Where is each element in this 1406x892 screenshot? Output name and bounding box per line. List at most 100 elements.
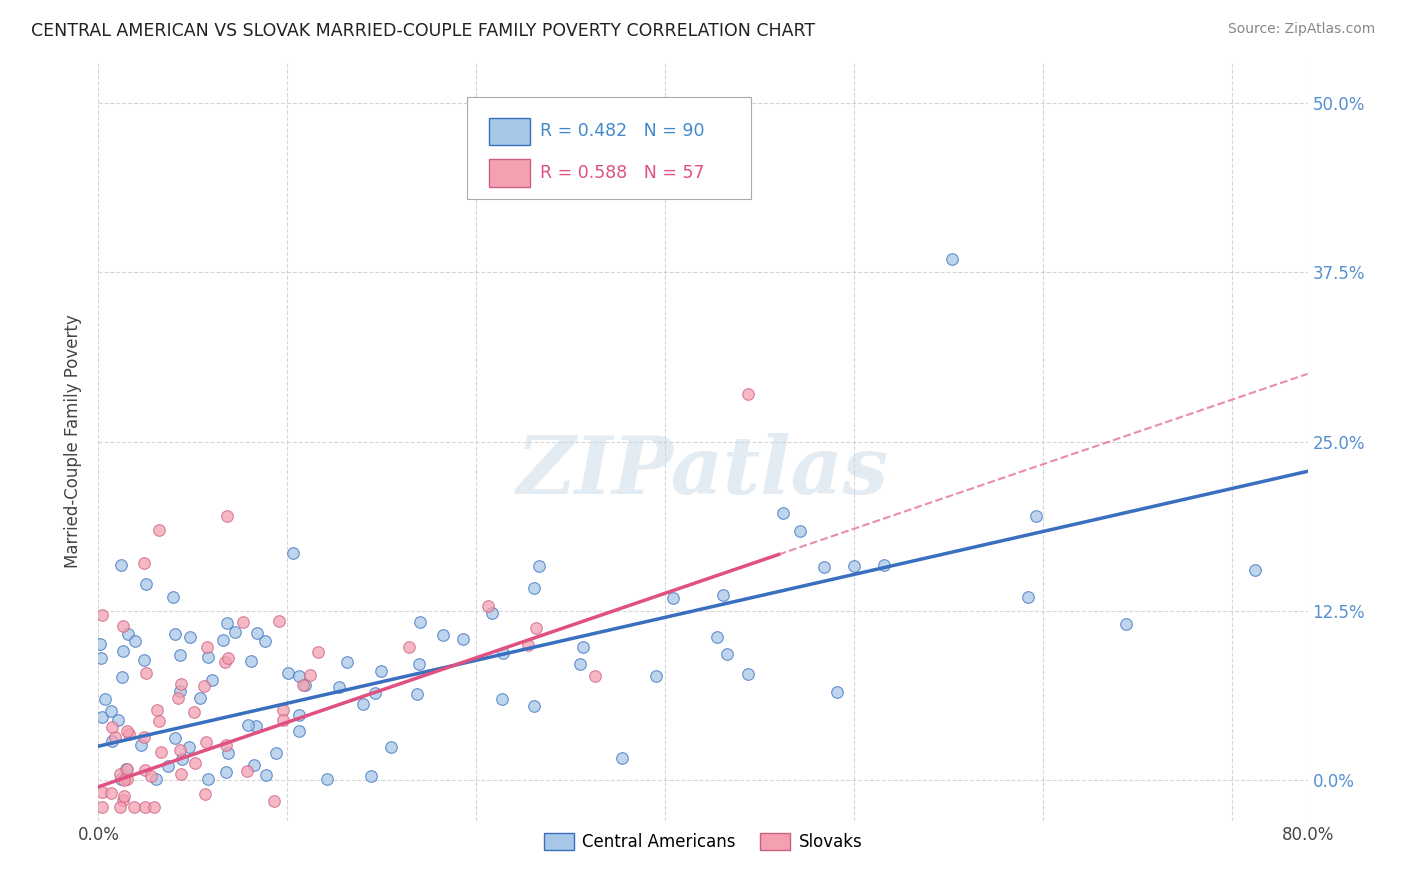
Point (360, 769, 382, 783)
Point (100, 704, 122, 718)
Point (122, 800, 145, 814)
Point (491, 692, 513, 706)
FancyBboxPatch shape (489, 118, 530, 145)
Point (294, 678, 316, 692)
Point (194, 735, 217, 749)
Point (215, 615, 238, 630)
Point (941, 252, 963, 266)
Point (352, 697, 374, 711)
Point (364, 686, 387, 700)
Point (132, 730, 155, 744)
Point (1024, 508, 1046, 523)
Point (134, 800, 156, 814)
Point (263, 794, 285, 808)
Point (101, 734, 124, 748)
Point (201, 673, 224, 688)
Text: R = 0.588   N = 57: R = 0.588 N = 57 (540, 164, 704, 182)
Point (288, 669, 311, 683)
Point (451, 632, 474, 646)
Point (111, 670, 134, 684)
Point (169, 684, 191, 698)
Point (112, 618, 135, 632)
Point (661, 591, 683, 605)
Point (246, 626, 269, 640)
Point (516, 638, 538, 652)
Point (143, 800, 166, 814)
Point (1115, 617, 1137, 632)
Point (169, 742, 191, 756)
Point (232, 615, 254, 629)
Point (772, 506, 794, 520)
Point (711, 588, 734, 602)
Point (264, 746, 287, 760)
Point (197, 772, 219, 786)
Point (91, 800, 114, 814)
Point (139, 769, 162, 783)
Point (115, 762, 138, 776)
Point (737, 387, 759, 401)
Text: CENTRAL AMERICAN VS SLOVAK MARRIED-COUPLE FAMILY POVERTY CORRELATION CHART: CENTRAL AMERICAN VS SLOVAK MARRIED-COUPL… (31, 22, 815, 40)
Point (370, 664, 392, 678)
Point (706, 630, 728, 644)
Point (405, 687, 427, 701)
Text: R = 0.482   N = 90: R = 0.482 N = 90 (540, 122, 704, 140)
Point (169, 648, 191, 663)
Point (89, 637, 111, 651)
Point (118, 727, 141, 741)
Point (215, 508, 238, 523)
Point (267, 614, 290, 628)
Point (163, 627, 186, 641)
Text: Source: ZipAtlas.com: Source: ZipAtlas.com (1227, 22, 1375, 37)
Point (188, 690, 211, 705)
Point (291, 678, 314, 692)
Point (432, 627, 454, 641)
Point (245, 719, 267, 733)
Point (271, 703, 294, 717)
Point (408, 657, 430, 672)
Point (111, 644, 134, 658)
Point (110, 800, 132, 814)
Point (101, 720, 124, 734)
Point (825, 685, 848, 699)
Point (217, 651, 239, 665)
Point (115, 772, 138, 787)
Point (408, 615, 430, 629)
Point (716, 647, 738, 661)
Point (524, 621, 547, 635)
Point (523, 699, 546, 714)
Point (789, 524, 811, 538)
Point (1243, 563, 1265, 577)
Point (117, 627, 139, 641)
FancyBboxPatch shape (489, 160, 530, 186)
Point (112, 789, 135, 803)
Point (240, 654, 263, 668)
Point (1017, 591, 1039, 605)
Point (177, 739, 200, 754)
Point (569, 657, 592, 672)
Point (243, 757, 266, 772)
Point (315, 772, 337, 786)
Point (873, 558, 896, 572)
Point (172, 752, 194, 766)
Point (94, 692, 117, 706)
Point (167, 690, 190, 705)
Point (115, 762, 138, 776)
Point (184, 756, 207, 771)
Legend: Central Americans, Slovaks: Central Americans, Slovaks (537, 826, 869, 858)
Point (134, 763, 156, 777)
Y-axis label: Married-Couple Family Poverty: Married-Couple Family Poverty (65, 315, 83, 568)
Point (277, 665, 299, 680)
Point (477, 599, 499, 614)
Point (644, 669, 666, 683)
Point (169, 766, 191, 780)
Point (647, 150, 669, 164)
Point (491, 646, 513, 660)
Point (179, 630, 201, 644)
Point (112, 772, 135, 787)
Point (194, 787, 217, 801)
Point (307, 645, 329, 659)
Point (214, 656, 236, 670)
Point (288, 707, 311, 722)
Point (523, 581, 546, 595)
Point (336, 656, 359, 670)
